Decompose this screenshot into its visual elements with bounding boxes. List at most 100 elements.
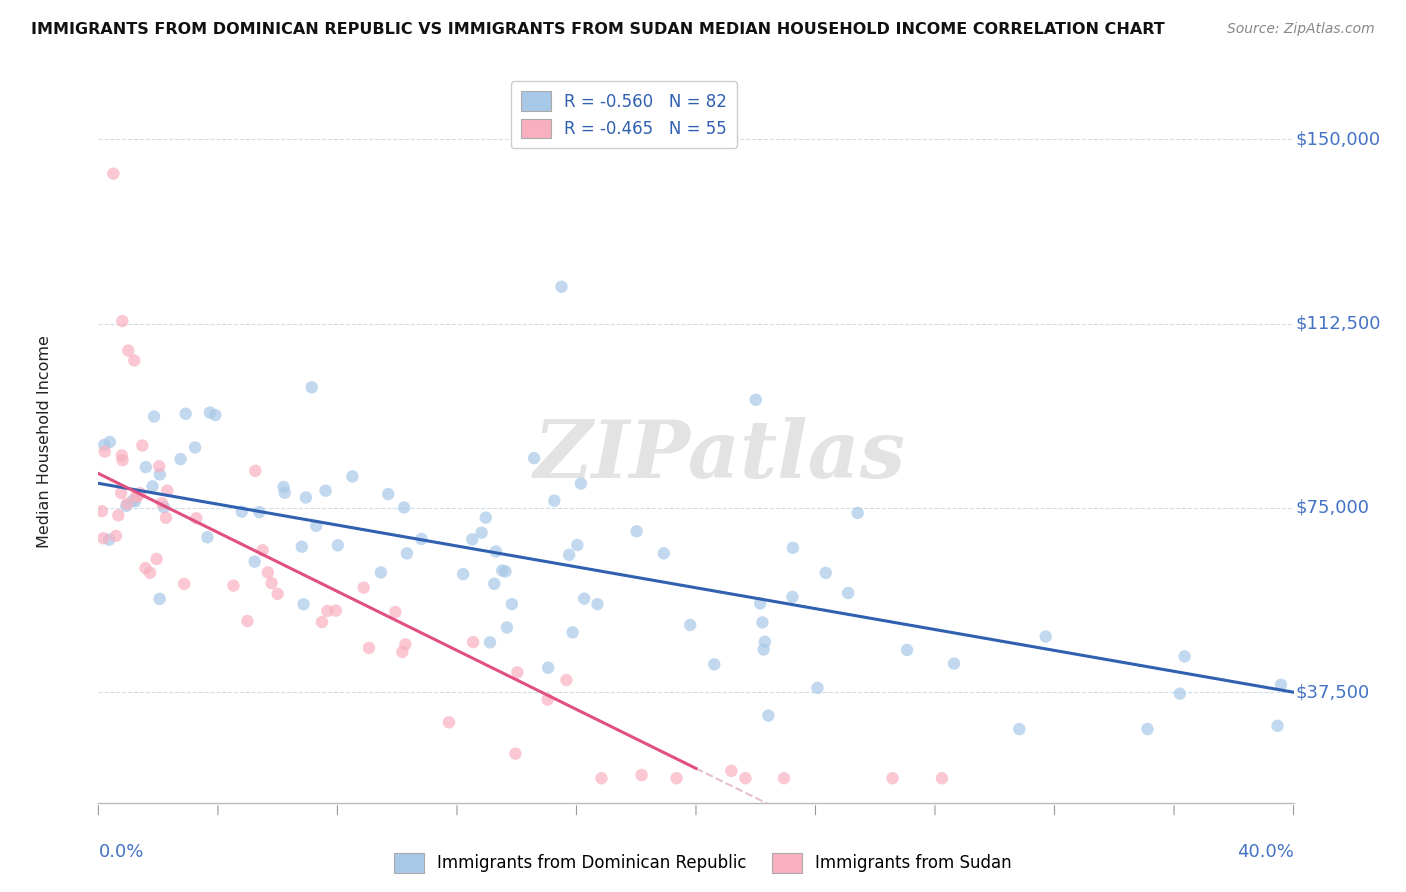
Point: [107, 508, 129, 523]
Point: [1168, 687, 1191, 701]
Point: [292, 597, 315, 611]
Point: [115, 497, 138, 511]
Point: [1035, 630, 1057, 644]
Point: [260, 576, 283, 591]
Point: [124, 494, 146, 508]
Point: [153, 500, 176, 515]
Point: [591, 771, 613, 785]
Point: [316, 604, 339, 618]
Point: [931, 771, 953, 785]
Point: [679, 618, 702, 632]
Point: [134, 561, 156, 575]
Point: [536, 692, 558, 706]
Point: [1174, 649, 1197, 664]
Point: [558, 548, 581, 562]
Point: [149, 467, 172, 482]
Point: [1267, 719, 1289, 733]
Point: [394, 637, 416, 651]
Point: [491, 564, 513, 578]
Point: [305, 519, 328, 533]
Point: [357, 640, 380, 655]
Point: [326, 538, 349, 552]
Point: [267, 587, 290, 601]
Point: [749, 597, 772, 611]
Legend: R = -0.560   N = 82, R = -0.465   N = 55: R = -0.560 N = 82, R = -0.465 N = 55: [512, 81, 737, 148]
Point: [384, 605, 406, 619]
Point: [1008, 722, 1031, 736]
Point: [186, 511, 208, 525]
Point: [125, 490, 148, 504]
Point: [222, 579, 245, 593]
Point: [837, 586, 859, 600]
Legend: Immigrants from Dominican Republic, Immigrants from Sudan: Immigrants from Dominican Republic, Immi…: [388, 847, 1018, 880]
Point: [567, 538, 589, 552]
Point: [204, 408, 226, 422]
Point: [506, 665, 529, 680]
Point: [896, 643, 918, 657]
Point: [315, 483, 337, 498]
Point: [110, 486, 132, 500]
Point: [745, 392, 768, 407]
Point: [98, 533, 121, 547]
Point: [129, 486, 152, 500]
Point: [494, 565, 516, 579]
Point: [451, 567, 474, 582]
Point: [143, 409, 166, 424]
Point: [117, 343, 139, 358]
Point: [124, 353, 146, 368]
Point: [111, 453, 134, 467]
Point: [173, 577, 195, 591]
Point: [882, 771, 904, 785]
Point: [411, 532, 433, 546]
Point: [243, 555, 266, 569]
Point: [231, 505, 253, 519]
Point: [751, 615, 773, 630]
Point: [325, 604, 347, 618]
Point: [773, 771, 796, 785]
Point: [236, 614, 259, 628]
Point: [257, 566, 280, 580]
Point: [665, 771, 688, 785]
Point: [586, 597, 609, 611]
Text: ZIPatlas: ZIPatlas: [534, 417, 905, 495]
Text: $37,500: $37,500: [1296, 683, 1371, 701]
Point: [111, 449, 134, 463]
Point: [630, 768, 652, 782]
Point: [569, 476, 592, 491]
Text: 40.0%: 40.0%: [1237, 843, 1294, 861]
Point: [121, 493, 143, 508]
Point: [814, 566, 837, 580]
Point: [703, 657, 725, 672]
Point: [139, 566, 162, 580]
Point: [756, 708, 779, 723]
Point: [135, 460, 157, 475]
Point: [169, 452, 191, 467]
Point: [155, 510, 177, 524]
Point: [734, 771, 756, 785]
Text: Median Household Income: Median Household Income: [37, 335, 52, 548]
Text: 0.0%: 0.0%: [98, 843, 143, 861]
Point: [496, 620, 519, 634]
Point: [537, 661, 560, 675]
Point: [754, 634, 776, 648]
Point: [198, 406, 221, 420]
Point: [752, 642, 775, 657]
Point: [479, 635, 502, 649]
Point: [301, 380, 323, 394]
Text: $112,500: $112,500: [1296, 315, 1382, 333]
Point: [156, 483, 179, 498]
Point: [145, 552, 167, 566]
Point: [131, 438, 153, 452]
Point: [1270, 678, 1292, 692]
Text: $75,000: $75,000: [1296, 499, 1369, 516]
Point: [474, 510, 496, 524]
Point: [501, 597, 523, 611]
Point: [149, 591, 172, 606]
Point: [395, 546, 418, 560]
Point: [437, 715, 460, 730]
Point: [943, 657, 966, 671]
Point: [148, 459, 170, 474]
Point: [184, 441, 207, 455]
Point: [461, 533, 484, 547]
Point: [115, 499, 138, 513]
